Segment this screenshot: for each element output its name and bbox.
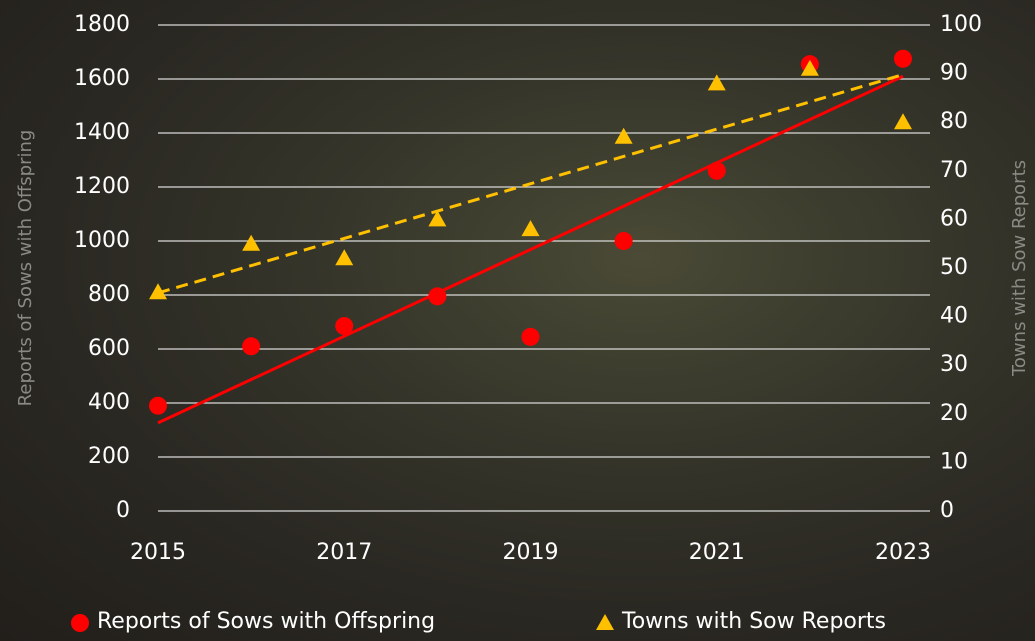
y2-tick-label: 100 xyxy=(940,12,982,37)
point xyxy=(335,317,353,335)
y2-tick-label: 70 xyxy=(940,158,968,183)
y2-tick-label: 50 xyxy=(940,255,968,280)
point xyxy=(522,328,540,346)
y-tick-label: 200 xyxy=(88,444,130,469)
legend-marker xyxy=(596,614,614,630)
point xyxy=(894,50,912,68)
y-tick-label: 0 xyxy=(116,498,130,523)
y2-tick-label: 20 xyxy=(940,401,968,426)
point xyxy=(428,287,446,305)
point xyxy=(708,74,726,90)
y2-tick-label: 90 xyxy=(940,61,968,86)
legend-marker xyxy=(71,614,89,632)
x-tick-label: 2019 xyxy=(503,540,559,565)
y2-tick-label: 40 xyxy=(940,304,968,329)
y2-tick-label: 60 xyxy=(940,206,968,231)
y-tick-label: 1800 xyxy=(74,12,130,37)
y2-tick-label: 0 xyxy=(940,498,954,523)
x-tick-label: 2023 xyxy=(875,540,931,565)
x-tick-label: 2017 xyxy=(316,540,372,565)
y2-tick-label: 80 xyxy=(940,109,968,134)
point xyxy=(242,337,260,355)
y2-tick-label: 30 xyxy=(940,352,968,377)
legend-label: Towns with Sow Reports xyxy=(621,609,886,634)
point xyxy=(894,113,912,129)
y-tick-label: 400 xyxy=(88,390,130,415)
point xyxy=(615,128,633,144)
y-tick-label: 1400 xyxy=(74,120,130,145)
y-tick-label: 600 xyxy=(88,336,130,361)
point xyxy=(708,162,726,180)
y-tick-label: 1000 xyxy=(74,228,130,253)
point xyxy=(242,235,260,251)
y-tick-label: 1200 xyxy=(74,174,130,199)
point xyxy=(522,220,540,236)
y2-axis-title: Towns with Sow Reports xyxy=(1009,160,1030,377)
x-tick-label: 2015 xyxy=(130,540,186,565)
y-tick-label: 1600 xyxy=(74,66,130,91)
y-axis-title: Reports of Sows with Offspring xyxy=(15,130,36,407)
point xyxy=(615,232,633,250)
y2-tick-label: 10 xyxy=(940,449,968,474)
legend-label: Reports of Sows with Offspring xyxy=(97,609,435,634)
y-tick-label: 800 xyxy=(88,282,130,307)
point xyxy=(335,249,353,265)
point xyxy=(149,397,167,415)
x-tick-label: 2021 xyxy=(689,540,745,565)
trendline xyxy=(158,76,903,423)
chart: Reports of Sows with Offspring Towns wit… xyxy=(0,0,1035,641)
trendline xyxy=(158,75,903,293)
point xyxy=(428,210,446,226)
